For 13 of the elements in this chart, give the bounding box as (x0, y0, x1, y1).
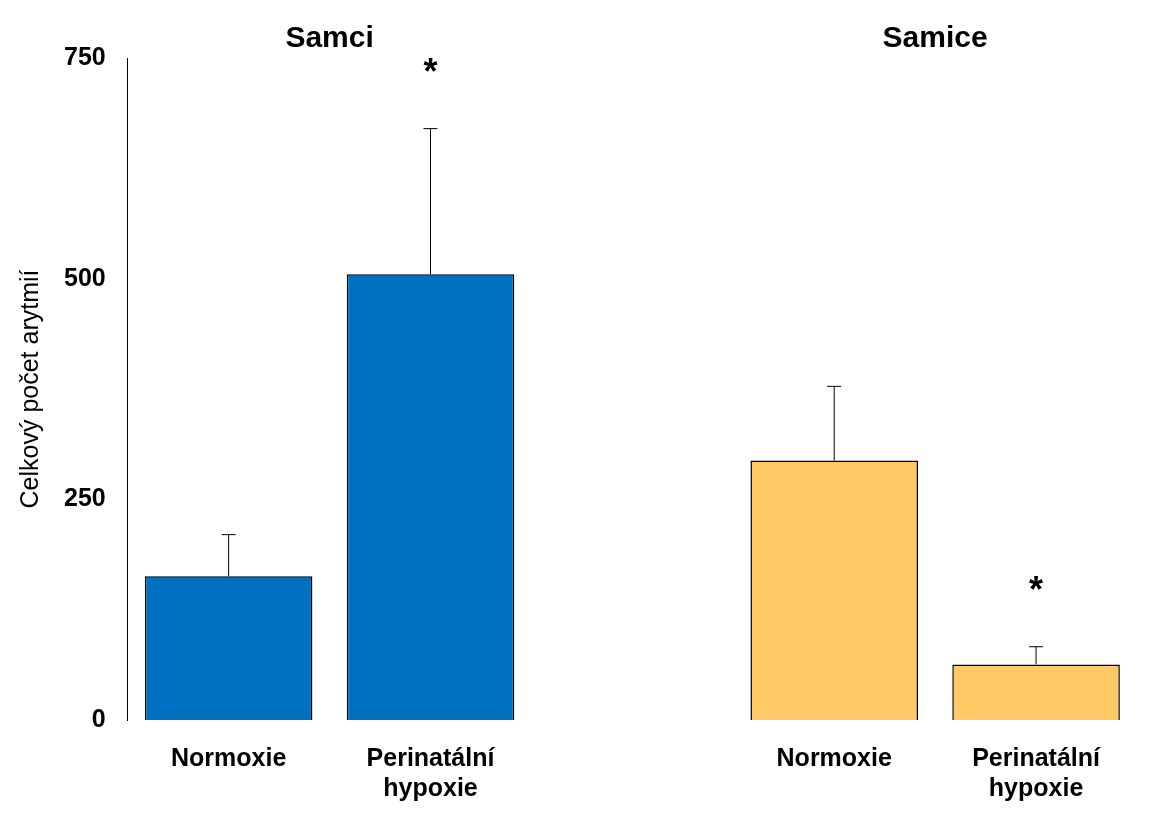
x-tick-label: Normoxie (170, 742, 287, 771)
y-tick-label: 750 (63, 41, 106, 70)
x-tick-label: Perinatální hypoxie (972, 742, 1102, 801)
y-tick-label: 250 (63, 483, 106, 512)
y-axis-title: Celkový počet arytmií (14, 269, 43, 509)
annotation: * (1029, 568, 1044, 610)
text: Samice (882, 20, 988, 54)
annotation: * (423, 50, 438, 92)
y-tick-label: 0 (91, 703, 106, 732)
x-tick-label: Perinatální hypoxie (366, 742, 496, 801)
text: Samci (285, 20, 374, 54)
x-tick-label: Normoxie (776, 742, 892, 771)
y-tick-label: 500 (63, 262, 106, 291)
